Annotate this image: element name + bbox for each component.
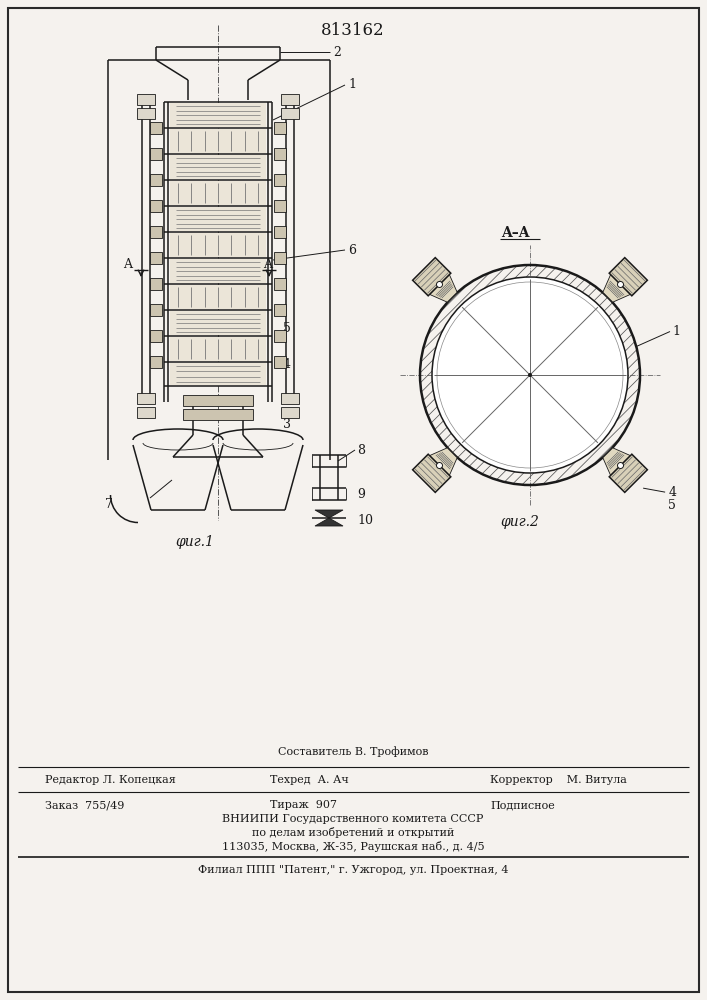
Text: Тираж  907: Тираж 907 bbox=[270, 800, 337, 810]
Circle shape bbox=[617, 281, 624, 287]
Text: ВНИИПИ Государственного комитета СССР: ВНИИПИ Государственного комитета СССР bbox=[222, 814, 484, 824]
Bar bbox=[137, 94, 155, 105]
Text: Филиал ППП "Патент," г. Ужгород, ул. Проектная, 4: Филиал ППП "Патент," г. Ужгород, ул. Про… bbox=[198, 865, 508, 875]
Text: Составитель В. Трофимов: Составитель В. Трофимов bbox=[278, 746, 428, 757]
Text: Заказ  755/49: Заказ 755/49 bbox=[45, 800, 124, 810]
Bar bbox=[274, 200, 286, 212]
Text: по делам изобретений и открытий: по делам изобретений и открытий bbox=[252, 828, 454, 838]
Bar bbox=[183, 395, 253, 406]
Bar bbox=[183, 409, 253, 420]
Polygon shape bbox=[315, 510, 343, 518]
Text: 3: 3 bbox=[283, 418, 291, 432]
Circle shape bbox=[436, 281, 443, 287]
Polygon shape bbox=[430, 448, 457, 475]
Circle shape bbox=[432, 277, 628, 473]
Bar bbox=[170, 207, 266, 231]
Text: A–A: A–A bbox=[501, 226, 530, 240]
Bar bbox=[274, 278, 286, 290]
Text: φиг.2: φиг.2 bbox=[501, 515, 539, 529]
Bar bbox=[137, 108, 155, 119]
Bar bbox=[137, 407, 155, 418]
Text: 1: 1 bbox=[672, 325, 680, 338]
Text: 6: 6 bbox=[348, 243, 356, 256]
Bar bbox=[274, 252, 286, 264]
Polygon shape bbox=[413, 454, 451, 492]
Text: 2: 2 bbox=[333, 45, 341, 58]
Bar bbox=[274, 174, 286, 186]
Text: φиг.1: φиг.1 bbox=[175, 535, 214, 549]
Text: Редактор Л. Копецкая: Редактор Л. Копецкая bbox=[45, 775, 176, 785]
Bar bbox=[150, 200, 162, 212]
Bar bbox=[170, 337, 266, 361]
Bar bbox=[150, 174, 162, 186]
Polygon shape bbox=[430, 275, 457, 302]
Bar bbox=[170, 181, 266, 205]
Bar bbox=[274, 356, 286, 368]
Bar bbox=[274, 304, 286, 316]
Bar bbox=[170, 259, 266, 283]
Text: Корректор    М. Витула: Корректор М. Витула bbox=[490, 775, 627, 785]
Bar bbox=[274, 122, 286, 134]
Bar bbox=[170, 285, 266, 309]
Bar bbox=[150, 252, 162, 264]
Bar bbox=[274, 148, 286, 160]
Text: Техред  А. Ач: Техред А. Ач bbox=[270, 775, 349, 785]
Bar bbox=[170, 103, 266, 127]
Bar bbox=[150, 278, 162, 290]
Bar bbox=[170, 233, 266, 257]
Bar bbox=[170, 155, 266, 179]
Bar bbox=[170, 363, 266, 385]
Circle shape bbox=[528, 373, 532, 377]
Bar bbox=[281, 407, 299, 418]
Polygon shape bbox=[609, 454, 648, 492]
Bar bbox=[150, 226, 162, 238]
Bar bbox=[274, 226, 286, 238]
Text: 813162: 813162 bbox=[321, 22, 385, 39]
Polygon shape bbox=[315, 518, 343, 526]
Polygon shape bbox=[603, 275, 631, 302]
Bar bbox=[274, 330, 286, 342]
Bar bbox=[170, 311, 266, 335]
Bar bbox=[137, 393, 155, 404]
Circle shape bbox=[617, 463, 624, 469]
Bar bbox=[150, 330, 162, 342]
Bar bbox=[150, 356, 162, 368]
Text: 113035, Москва, Ж-35, Раушская наб., д. 4/5: 113035, Москва, Ж-35, Раушская наб., д. … bbox=[222, 842, 484, 852]
Text: 5: 5 bbox=[668, 499, 676, 512]
Polygon shape bbox=[413, 258, 451, 296]
Text: 1: 1 bbox=[348, 79, 356, 92]
Text: 5: 5 bbox=[283, 322, 291, 334]
Bar bbox=[281, 94, 299, 105]
Bar bbox=[170, 129, 266, 153]
Text: 9: 9 bbox=[357, 488, 365, 502]
Text: 7: 7 bbox=[105, 498, 113, 512]
Text: 10: 10 bbox=[357, 514, 373, 526]
Text: A: A bbox=[124, 257, 132, 270]
Text: 4: 4 bbox=[668, 486, 676, 499]
Text: 4: 4 bbox=[283, 359, 291, 371]
Bar bbox=[150, 122, 162, 134]
Bar bbox=[150, 148, 162, 160]
Bar bbox=[150, 304, 162, 316]
Polygon shape bbox=[603, 448, 631, 475]
Polygon shape bbox=[609, 258, 648, 296]
Text: 8: 8 bbox=[357, 444, 365, 456]
Text: Подписное: Подписное bbox=[490, 800, 555, 810]
Circle shape bbox=[436, 463, 443, 469]
Bar bbox=[281, 108, 299, 119]
Text: A: A bbox=[264, 257, 272, 270]
Bar bbox=[281, 393, 299, 404]
